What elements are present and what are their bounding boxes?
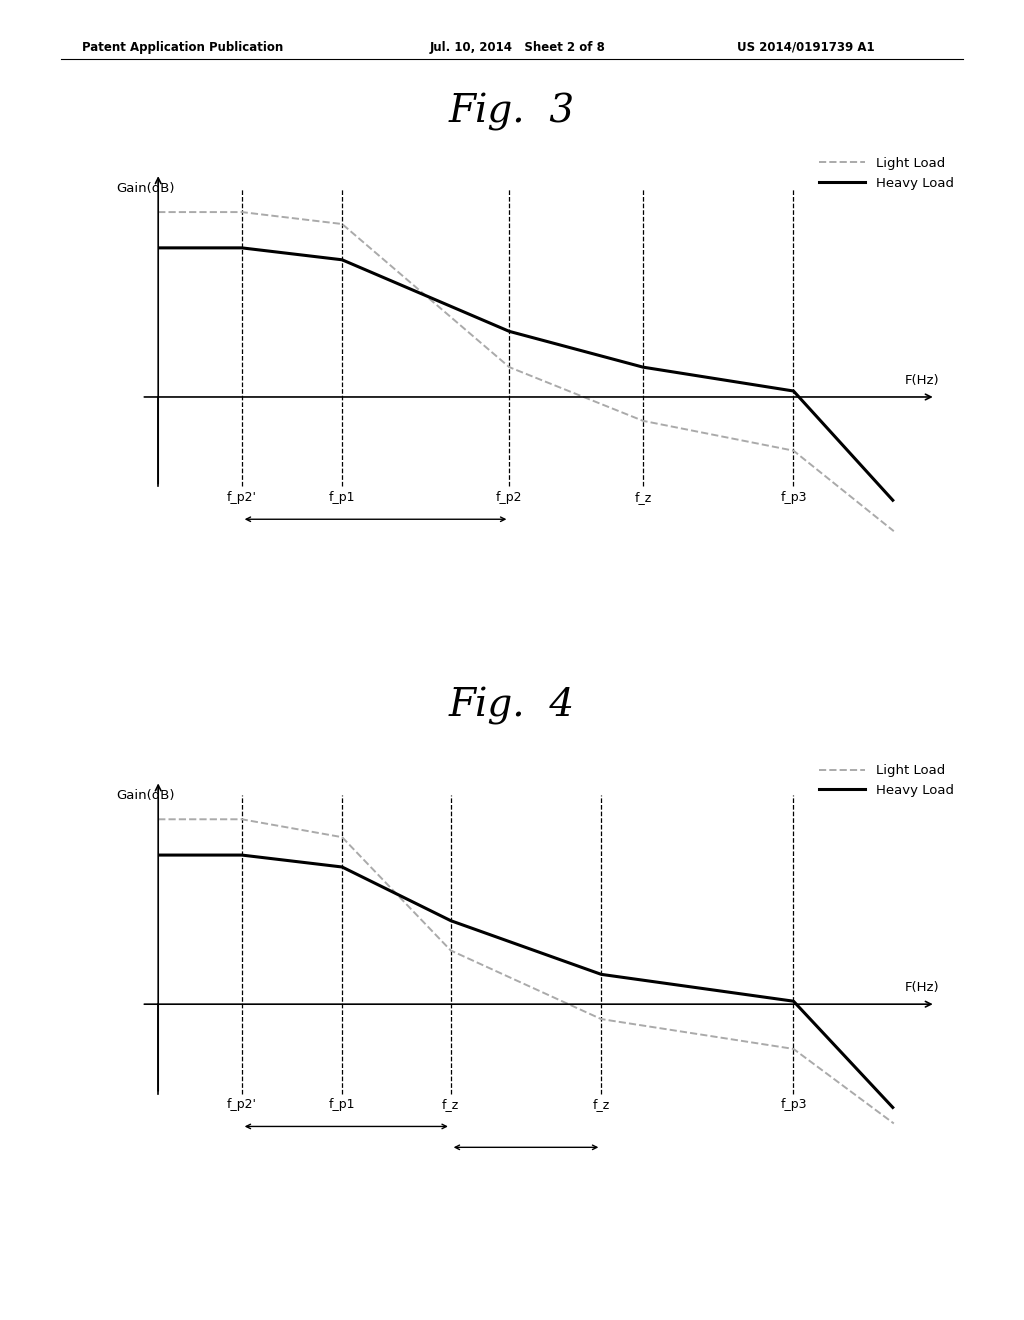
Text: f_p3: f_p3 (780, 1098, 807, 1111)
Text: Gain(dB): Gain(dB) (117, 182, 175, 195)
Text: f_z: f_z (593, 1098, 610, 1111)
Text: F(Hz): F(Hz) (905, 981, 940, 994)
Text: f_p1: f_p1 (329, 1098, 355, 1111)
Text: f_p2': f_p2' (226, 1098, 257, 1111)
Text: f_z: f_z (442, 1098, 460, 1111)
Text: Gain(dB): Gain(dB) (117, 789, 175, 803)
Text: f_p2: f_p2 (496, 491, 522, 504)
Text: Fig.  4: Fig. 4 (449, 688, 575, 725)
Text: f_p1: f_p1 (329, 491, 355, 504)
Text: f_p2': f_p2' (226, 491, 257, 504)
Text: Patent Application Publication: Patent Application Publication (82, 41, 284, 54)
Legend: Light Load, Heavy Load: Light Load, Heavy Load (819, 764, 954, 797)
Text: f_p3: f_p3 (780, 491, 807, 504)
Legend: Light Load, Heavy Load: Light Load, Heavy Load (819, 157, 954, 190)
Text: f_z: f_z (635, 491, 651, 504)
Text: Jul. 10, 2014   Sheet 2 of 8: Jul. 10, 2014 Sheet 2 of 8 (430, 41, 606, 54)
Text: F(Hz): F(Hz) (905, 374, 940, 387)
Text: Fig.  3: Fig. 3 (449, 94, 575, 131)
Text: US 2014/0191739 A1: US 2014/0191739 A1 (737, 41, 874, 54)
